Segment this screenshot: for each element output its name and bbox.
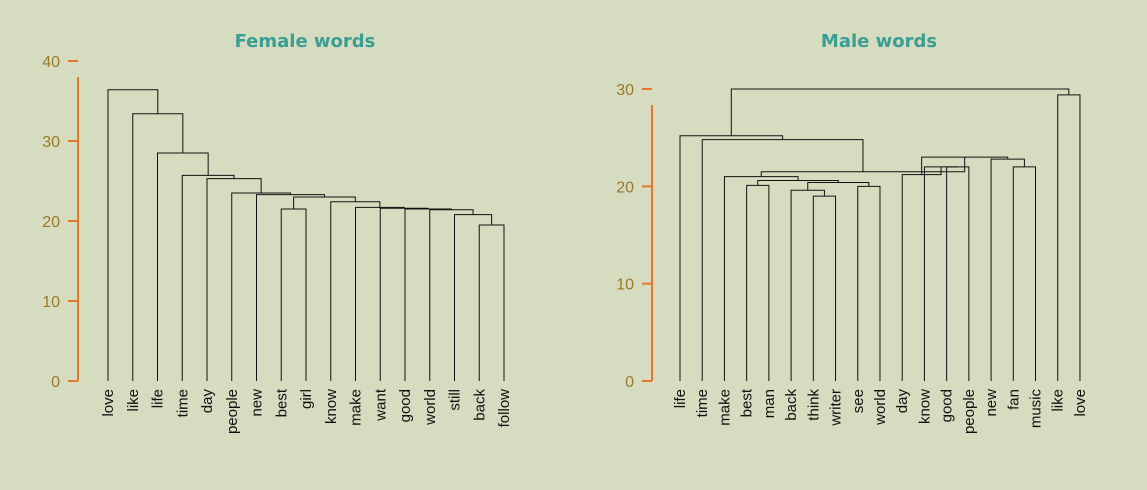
y-tick-label: 20 [42,214,60,231]
leaf-label: writer [828,389,845,427]
female-words-panel: Female words 0 10 20 30 40 love like life time da… [42,31,513,434]
leaf-label: back [783,389,800,421]
dendrogram-branch [1057,94,1081,381]
dendrogram-branch [157,152,209,381]
dendrogram-branch [379,207,429,381]
leaf-label: best [273,388,290,417]
y-tick-label: 40 [42,54,60,71]
y-tick-label: 30 [42,134,60,151]
y-tick-label: 0 [625,374,634,391]
dendrogram-branch [429,209,474,381]
leaf-label: still [447,389,464,411]
male-words-panel: Male words 0 10 20 30 life time make best man bac… [616,31,1089,434]
dendrogram-branch [701,139,864,381]
dendrogram-branch [181,174,235,381]
leaf-label: time [174,389,191,417]
dendrogram-branch [404,208,452,381]
dendrogram-branch [790,189,825,381]
dendrogram-branch [280,208,307,381]
leaf-label: fan [1005,389,1022,410]
dendrogram-branch [901,166,942,381]
leaf-label: love [100,389,117,417]
chart-title: Female words [235,31,376,52]
y-tick-label: 20 [616,179,634,196]
dendrogram-branch [679,135,784,381]
leaf-label: world [422,389,439,426]
leaf-label: back [471,389,488,421]
leaf-label: follow [496,389,513,428]
leaf-label: day [894,389,911,414]
leaf-label: world [872,389,889,426]
dendrogram-branch [990,158,1025,381]
dendrogram-branch [107,89,159,381]
dendrogram-branch [921,156,1009,175]
leaf-label: music [1028,389,1045,429]
leaf-label: like [1050,389,1067,412]
leaf-label: know [916,389,933,424]
leaf-label: think [805,389,822,421]
dendrogram-branch [923,166,958,381]
y-tick-label: 0 [51,374,60,391]
dendrogram-branch [812,195,837,381]
dendrogram-branch [256,194,325,381]
chart-title: Male words [821,31,937,52]
leaf-label: time [694,389,711,417]
dendrogram-branch [293,196,356,209]
leaf-label: want [372,388,389,422]
dendrogram-branch [730,88,1070,136]
y-tick-label: 10 [42,294,60,311]
leaf-label: new [983,389,1000,417]
leaf-label: people [224,389,241,434]
leaf-label: see [850,389,867,413]
leaf-label: make [716,389,733,426]
leaf-label: girl [298,389,315,409]
leaf-label: love [1072,389,1089,417]
leaf-label: new [249,389,266,417]
leaf-label: good [397,389,414,422]
dendrogram-branch [946,166,970,381]
dendrogram-branch [723,176,799,381]
leaf-label: man [761,389,778,418]
dendrogram-branch [1012,166,1037,381]
y-tick-label: 30 [616,82,634,99]
leaf-label: good [939,389,956,422]
dendrogram-branch [454,214,493,381]
leaf-label: life [672,389,689,408]
leaf-label: life [150,389,167,408]
dendrogram-branch [478,224,505,381]
leaf-label: make [348,389,365,426]
dendrogram-branch [857,185,881,381]
leaf-label: day [199,389,216,414]
leaf-label: know [323,389,340,424]
dendrogram-branch [746,184,770,381]
leaf-label: like [125,389,142,412]
dendrogram-branch [206,178,262,381]
leaf-label: best [739,388,756,417]
y-tick-label: 10 [616,277,634,294]
leaf-label: people [961,389,978,434]
